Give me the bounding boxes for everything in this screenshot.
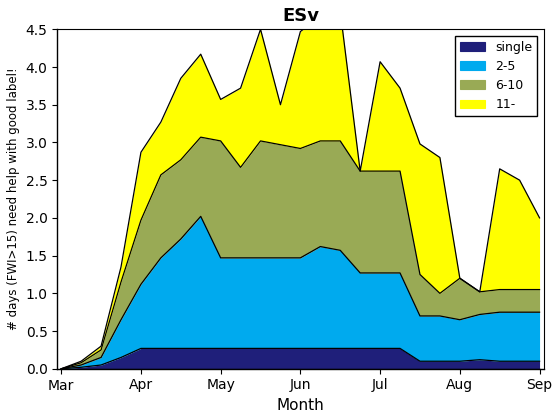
Title: ESv: ESv [282,7,319,25]
Legend: single, 2-5, 6-10, 11-: single, 2-5, 6-10, 11- [455,36,537,116]
Y-axis label: # days (FWI>15) need help with good label!: # days (FWI>15) need help with good labe… [7,68,20,331]
X-axis label: Month: Month [277,398,324,413]
